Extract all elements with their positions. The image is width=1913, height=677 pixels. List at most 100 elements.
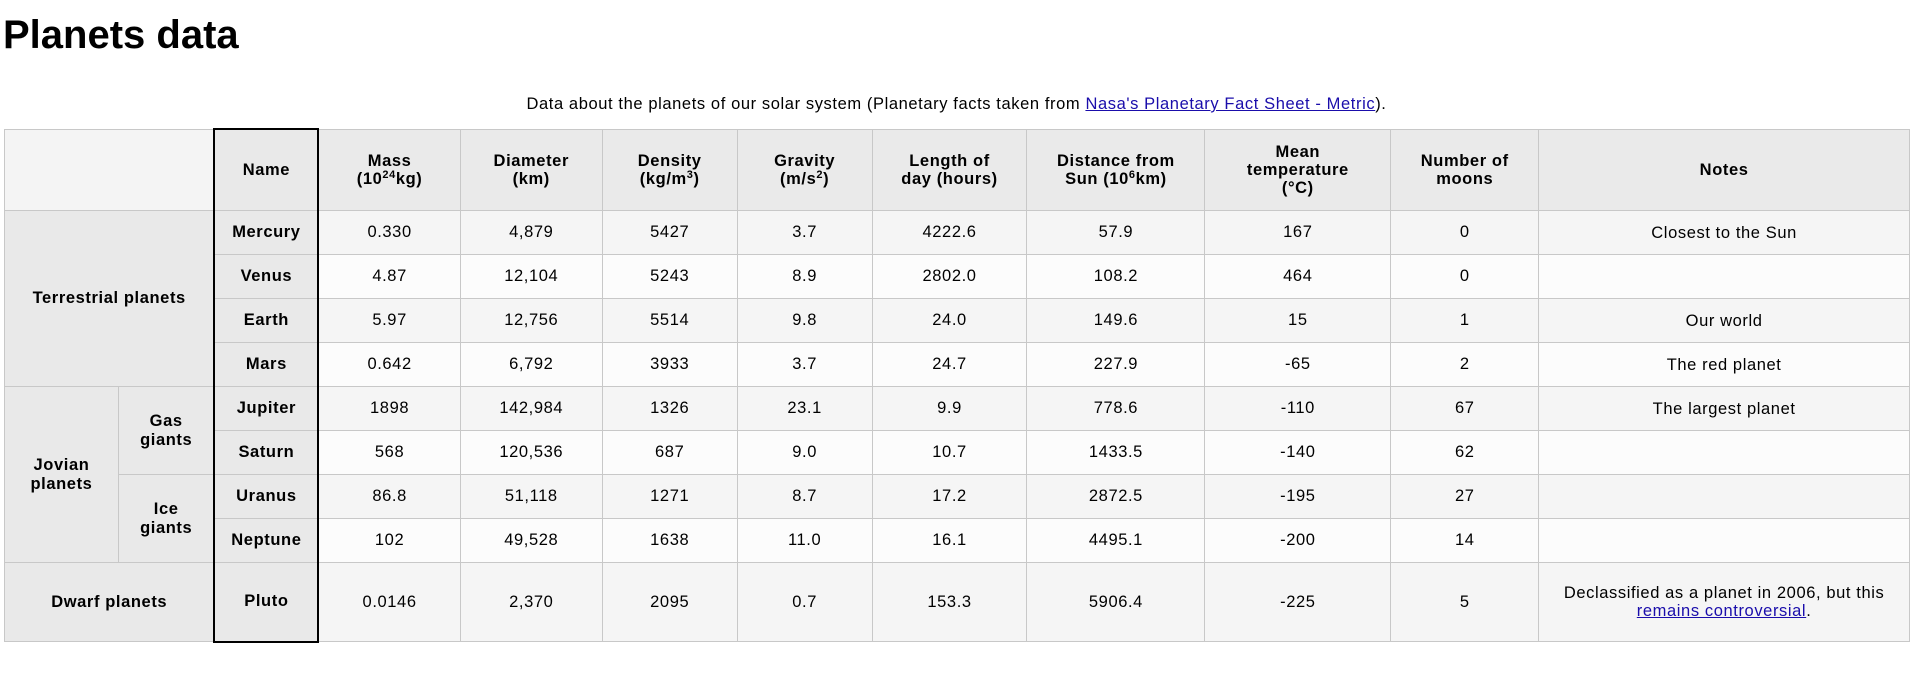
cell-gravity: 8.7 (736, 474, 873, 519)
cell-notes: Closest to the Sun (1538, 210, 1910, 255)
cell-density: 2095 (601, 562, 738, 642)
table-row: Terrestrial planets Mercury 0.330 4,879 … (4, 210, 1910, 387)
cell-moons: 14 (1390, 518, 1540, 563)
cell-density: 1326 (601, 386, 738, 431)
table-caption: Data about the planets of our solar syst… (0, 94, 1913, 114)
cell-day-length: 24.0 (871, 298, 1028, 343)
cell-moons: 0 (1390, 210, 1540, 255)
cell-gravity: 9.8 (736, 298, 873, 343)
group-terrestrial-planets: Terrestrial planets (4, 210, 215, 387)
header-row: Name Mass (1024kg) Diameter (km) Density (k… (4, 128, 1910, 211)
cell-mass: 568 (317, 430, 461, 475)
nasa-fact-sheet-link[interactable]: Nasa's Planetary Fact Sheet - Metric (1085, 95, 1376, 113)
planet-name: Pluto (213, 562, 320, 643)
cell-diameter: 49,528 (459, 518, 603, 563)
cell-density: 1271 (601, 474, 738, 519)
cell-diameter: 6,792 (459, 342, 603, 387)
cell-gravity: 23.1 (736, 386, 873, 431)
cell-day-length: 24.7 (871, 342, 1028, 387)
cell-day-length: 2802.0 (871, 254, 1028, 299)
cell-day-length: 9.9 (871, 386, 1028, 431)
cell-notes (1538, 430, 1910, 475)
cell-density: 5514 (601, 298, 738, 343)
group-dwarf-planets: Dwarf planets (4, 562, 215, 642)
caption-text: Data about the planets of our solar syst… (526, 95, 1086, 113)
header-diameter: Diameter (km) (459, 128, 603, 211)
planet-name: Uranus (213, 474, 320, 519)
table-row: Saturn 568 120,536 687 9.0 10.7 1433.5 -… (5, 430, 1910, 475)
cell-day-length: 17.2 (871, 474, 1028, 519)
cell-temperature: 167 (1204, 210, 1392, 255)
group-gas-giants: Gas giants (117, 386, 215, 475)
cell-density: 5243 (601, 254, 738, 299)
cell-diameter: 12,104 (459, 254, 603, 299)
cell-gravity: 3.7 (736, 342, 873, 387)
cell-distance: 57.9 (1026, 210, 1206, 255)
cell-gravity: 8.9 (736, 254, 873, 299)
cell-day-length: 153.3 (871, 562, 1028, 642)
cell-temperature: -110 (1204, 386, 1392, 431)
header-temperature: Mean temperature (°C) (1204, 128, 1392, 211)
planet-name: Mars (213, 342, 320, 387)
cell-notes: The red planet (1538, 342, 1910, 387)
cell-distance: 5906.4 (1026, 562, 1206, 642)
cell-mass: 0.642 (317, 342, 461, 387)
cell-diameter: 4,879 (459, 210, 603, 255)
table-row: Neptune 102 49,528 1638 11.0 16.1 4495.1… (5, 518, 1910, 563)
cell-density: 687 (601, 430, 738, 475)
table-row: Mars 0.642 6,792 3933 3.7 24.7 227.9 -65… (5, 342, 1910, 387)
cell-moons: 0 (1390, 254, 1540, 299)
cell-gravity: 9.0 (736, 430, 873, 475)
planet-name: Neptune (213, 518, 320, 563)
caption-suffix: ). (1375, 95, 1387, 113)
cell-moons: 1 (1390, 298, 1540, 343)
planet-name: Mercury (213, 210, 320, 255)
cell-diameter: 142,984 (459, 386, 603, 431)
remains-controversial-link[interactable]: remains controversial (1636, 602, 1807, 620)
planets-table: Name Mass (1024kg) Diameter (km) Density (k… (4, 128, 1910, 643)
cell-notes: Our world (1538, 298, 1910, 343)
cell-day-length: 4222.6 (871, 210, 1028, 255)
header-distance: Distance from Sun (106km) (1026, 128, 1206, 211)
cell-temperature: -195 (1204, 474, 1392, 519)
table-row: Venus 4.87 12,104 5243 8.9 2802.0 108.2 … (5, 254, 1910, 299)
cell-distance: 778.6 (1026, 386, 1206, 431)
cell-distance: 2872.5 (1026, 474, 1206, 519)
cell-temperature: -65 (1204, 342, 1392, 387)
group-jovian-planets: Jovian planets (4, 386, 119, 563)
header-name: Name (213, 128, 320, 211)
cell-gravity: 3.7 (736, 210, 873, 255)
table-row: Ice giants Uranus 86.8 51,118 1271 8.7 17… (5, 474, 1910, 563)
cell-mass: 1898 (317, 386, 461, 431)
cell-gravity: 11.0 (736, 518, 873, 563)
planet-name: Jupiter (213, 386, 320, 431)
planet-name: Venus (213, 254, 320, 299)
header-blank-cell (4, 128, 215, 211)
cell-temperature: -225 (1204, 562, 1392, 642)
cell-diameter: 120,536 (459, 430, 603, 475)
cell-mass: 0.0146 (317, 562, 461, 642)
header-moons: Number of moons (1390, 128, 1540, 211)
cell-moons: 67 (1390, 386, 1540, 431)
cell-temperature: 15 (1204, 298, 1392, 343)
header-gravity: Gravity (m/s2) (736, 128, 873, 211)
cell-moons: 62 (1390, 430, 1540, 475)
cell-mass: 0.330 (317, 210, 461, 255)
cell-temperature: -200 (1204, 518, 1392, 563)
cell-density: 1638 (601, 518, 738, 563)
page-title: Planets data (3, 13, 239, 57)
cell-notes (1538, 474, 1910, 519)
table-row: Jovian planets Gas giants Jupiter 1898 142… (4, 386, 1910, 563)
cell-mass: 102 (317, 518, 461, 563)
cell-notes (1538, 254, 1910, 299)
cell-notes: Declassified as a planet in 2006, but th… (1538, 562, 1910, 642)
planet-name: Saturn (213, 430, 320, 475)
cell-temperature: 464 (1204, 254, 1392, 299)
cell-distance: 108.2 (1026, 254, 1206, 299)
header-mass: Mass (1024kg) (317, 128, 461, 211)
cell-moons: 27 (1390, 474, 1540, 519)
group-ice-giants: Ice giants (117, 474, 215, 563)
cell-diameter: 2,370 (459, 562, 603, 642)
cell-diameter: 51,118 (459, 474, 603, 519)
cell-moons: 2 (1390, 342, 1540, 387)
